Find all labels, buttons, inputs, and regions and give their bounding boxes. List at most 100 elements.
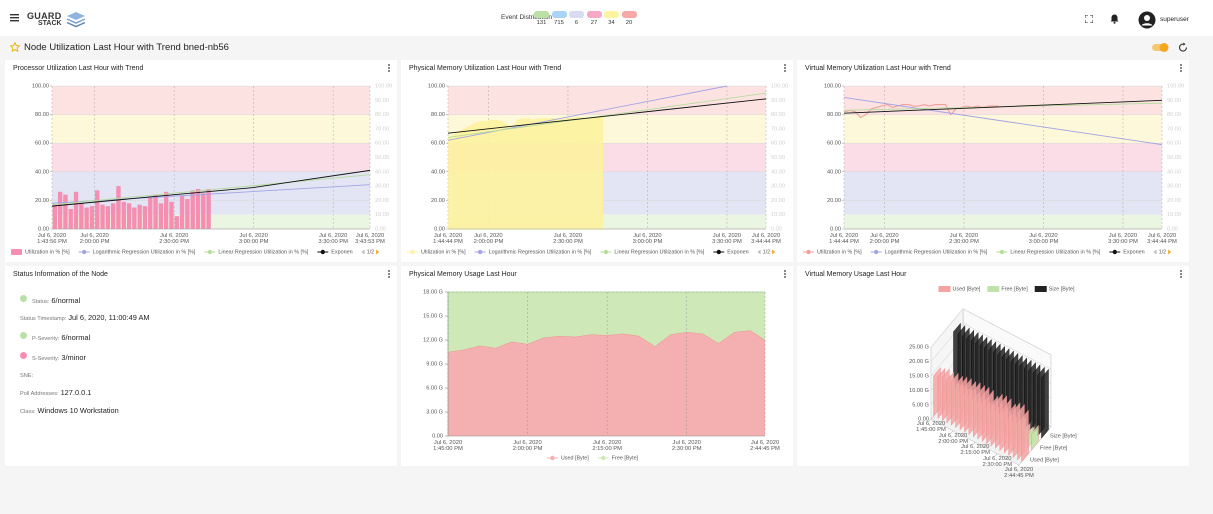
legend: Utilization in % [%] Logarithmic Regressi… (803, 249, 1172, 256)
bar (169, 201, 174, 229)
menu-dot (388, 70, 390, 72)
y2-tick-label: 80.00 (771, 112, 785, 118)
event-distribution-label: Event Distribution (501, 14, 552, 21)
x-tick-label: Jul 6, 2020 3:00:00 PM (238, 233, 269, 245)
menu-dot (784, 64, 786, 66)
menu-dot (784, 270, 786, 272)
menu-dot (784, 276, 786, 278)
panel-title: Status Information of the Node (13, 271, 108, 278)
user-name[interactable]: superuser (1160, 16, 1189, 23)
bar (57, 191, 63, 229)
x-tick-label: Jul 6, 2020 3:30:00 PM (1108, 233, 1138, 245)
fullscreen-icon[interactable] (1085, 15, 1093, 23)
status-label: Class: (20, 409, 36, 415)
y2-tick-label: 0.00 (1167, 226, 1178, 232)
panel: Physical Memory Usage Last Hour 0.00 3.00 … (401, 266, 793, 466)
panel-menu[interactable] (388, 270, 390, 278)
legend-page: 1/2 (1159, 250, 1167, 256)
y-tick-label: 80.00 (827, 112, 841, 118)
y2-tick-label: 40.00 (375, 169, 389, 175)
event-color (586, 11, 602, 18)
legend-next[interactable] (376, 249, 380, 255)
bar (148, 197, 153, 229)
legend-swatch (1034, 286, 1047, 292)
y2-tick-label: 100.00 (375, 83, 392, 89)
panel-title: Processor Utilization Last Hour with Tre… (13, 65, 143, 72)
event-count: 20 (625, 20, 633, 26)
legend-label: Exponen (331, 250, 352, 256)
legend: Used [Byte] Free [Byte] (546, 456, 639, 462)
bar (190, 190, 195, 229)
menu-dot (1180, 276, 1182, 278)
bar (52, 204, 58, 229)
legend-swatch (207, 249, 213, 255)
x-tick-label: Jul 6, 2020 3:00:00 PM (632, 233, 663, 245)
threshold-band (52, 171, 370, 215)
bar (68, 208, 73, 229)
menu-dot (784, 273, 786, 275)
x-tick-label: Jul 6, 2020 2:00:00 PM (79, 233, 110, 245)
panel-canvas: Virtual Memory Usage Last Hour 0.00 5.00 G… (805, 270, 1182, 466)
bar (179, 196, 185, 229)
legend-label: Logarithmic Regression Utilization in % … (93, 250, 196, 256)
legend-swatch (410, 249, 415, 255)
x-tick-label: Jul 6, 2020 2:44:45 PM (1004, 467, 1034, 480)
legend-swatch (320, 249, 325, 255)
legend-next[interactable] (772, 249, 776, 255)
threshold-band (844, 114, 1162, 144)
panel-menu[interactable] (784, 270, 786, 278)
event-distribution: 131 715 6 27 34 20 (534, 11, 674, 31)
threshold-band (52, 214, 370, 229)
legend-swatch (806, 249, 811, 255)
bell-icon[interactable] (1110, 14, 1119, 24)
y2-tick-label: 80.00 (375, 112, 389, 118)
legend-label: Exponen (1123, 250, 1144, 256)
tick-mark (995, 453, 998, 457)
page-controls[interactable] (1152, 42, 1192, 53)
x-tick-label: Jul 6, 2020 2:00:00 PM (938, 432, 968, 445)
threshold-band (448, 86, 766, 115)
legend-swatch (1112, 249, 1117, 255)
panel: Virtual Memory Usage Last Hour 0.00 5.00 G… (797, 266, 1189, 479)
y-tick-label: 80.00 (431, 112, 445, 118)
x-tick-label: Jul 6, 2020 1:44:44 PM (829, 233, 859, 245)
y-tick-label: 25.00 G (909, 345, 929, 351)
brand-icon (66, 12, 86, 28)
y-tick-label: 18.00 G (423, 289, 443, 295)
favorite-star[interactable] (10, 42, 20, 52)
y2-tick-label: 0.00 (375, 226, 386, 232)
y-tick-label: 100.00 (428, 83, 445, 89)
legend-swatch (987, 286, 1000, 292)
legend-label: Utilization in % [%] (421, 250, 466, 256)
bar (105, 206, 111, 229)
x-tick-label: Jul 6, 2020 1:44:44 PM (433, 233, 463, 245)
panel-menu[interactable] (1180, 64, 1182, 72)
line (843, 96, 1163, 146)
brand-line: GUARD (27, 11, 62, 21)
threshold-band (844, 143, 1162, 172)
x-tick-label: Jul 6, 2020 3:30:00 PM (712, 233, 742, 245)
bar (158, 203, 164, 229)
panel-canvas: Virtual Memory Utilization Last Hour wit… (803, 64, 1184, 256)
panel-title: Physical Memory Utilization Last Hour wi… (409, 65, 561, 72)
bar (142, 206, 148, 229)
y-tick-label: 80.00 (35, 112, 49, 118)
depth-label: Free [Byte] (1040, 445, 1068, 451)
bar (79, 203, 84, 229)
legend-label: Free [Byte] (612, 456, 639, 462)
legend-next[interactable] (1168, 249, 1172, 255)
panel-menu[interactable] (388, 64, 390, 72)
panel-title: Virtual Memory Usage Last Hour (805, 271, 907, 278)
status-label: Poll Addresses: (20, 391, 59, 397)
y-tick-label: 60.00 (827, 141, 841, 147)
panel-menu[interactable] (784, 64, 786, 72)
x-tick-label: Jul 6, 2020 2:15:00 PM (960, 444, 990, 457)
bar (84, 207, 89, 229)
panel-canvas: Status Information of the Node (13, 270, 390, 278)
menu-icon[interactable] (10, 14, 20, 22)
panel-canvas: Physical Memory Utilization Last Hour wi… (407, 64, 788, 256)
y2-tick-label: 90.00 (771, 98, 785, 104)
panel-menu[interactable] (1180, 270, 1182, 278)
user-avatar[interactable] (1138, 11, 1156, 29)
